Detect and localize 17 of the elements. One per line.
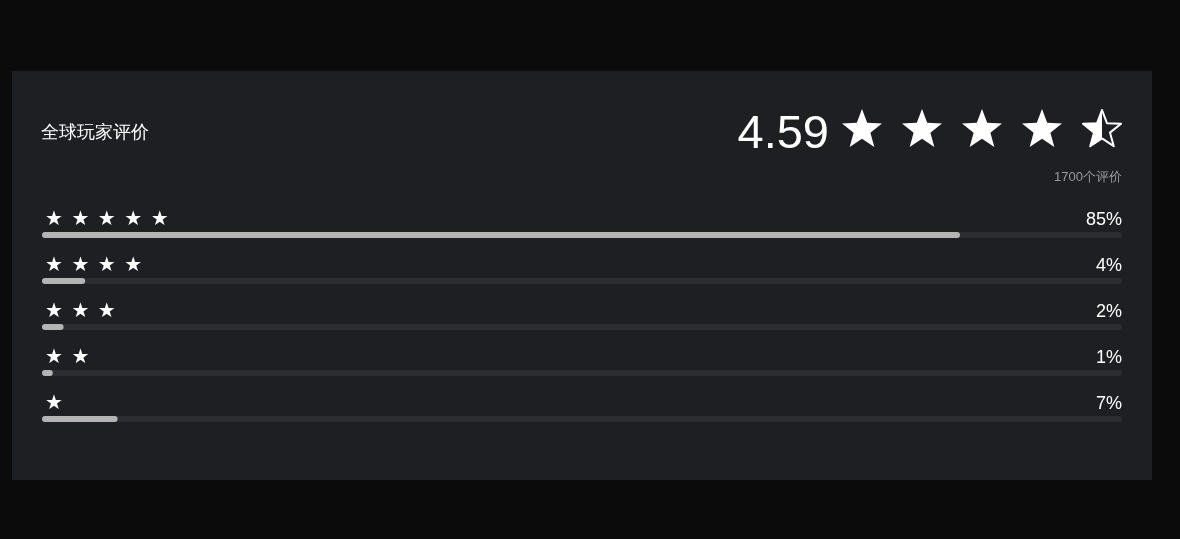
y-tick-label: ★ <box>45 390 72 414</box>
data-label: 2% <box>1095 301 1122 321</box>
data-label: 1% <box>1095 347 1122 367</box>
y-tick-label: ★★★ <box>45 298 125 322</box>
bar <box>42 324 64 330</box>
data-label: 4% <box>1095 255 1122 275</box>
y-tick-label: ★★★★★ <box>45 206 178 230</box>
chart-title: 全球玩家评价 <box>41 122 149 142</box>
y-tick-label: ★★ <box>45 344 98 368</box>
bar <box>42 416 118 422</box>
bar <box>42 278 86 284</box>
data-label: 7% <box>1095 393 1122 413</box>
y-tick-label: ★★★★ <box>45 252 151 276</box>
bar <box>42 370 53 376</box>
data-label: 85% <box>1085 209 1122 229</box>
text: 4.59 <box>737 105 829 158</box>
text: 1700个评价 <box>1054 169 1122 184</box>
